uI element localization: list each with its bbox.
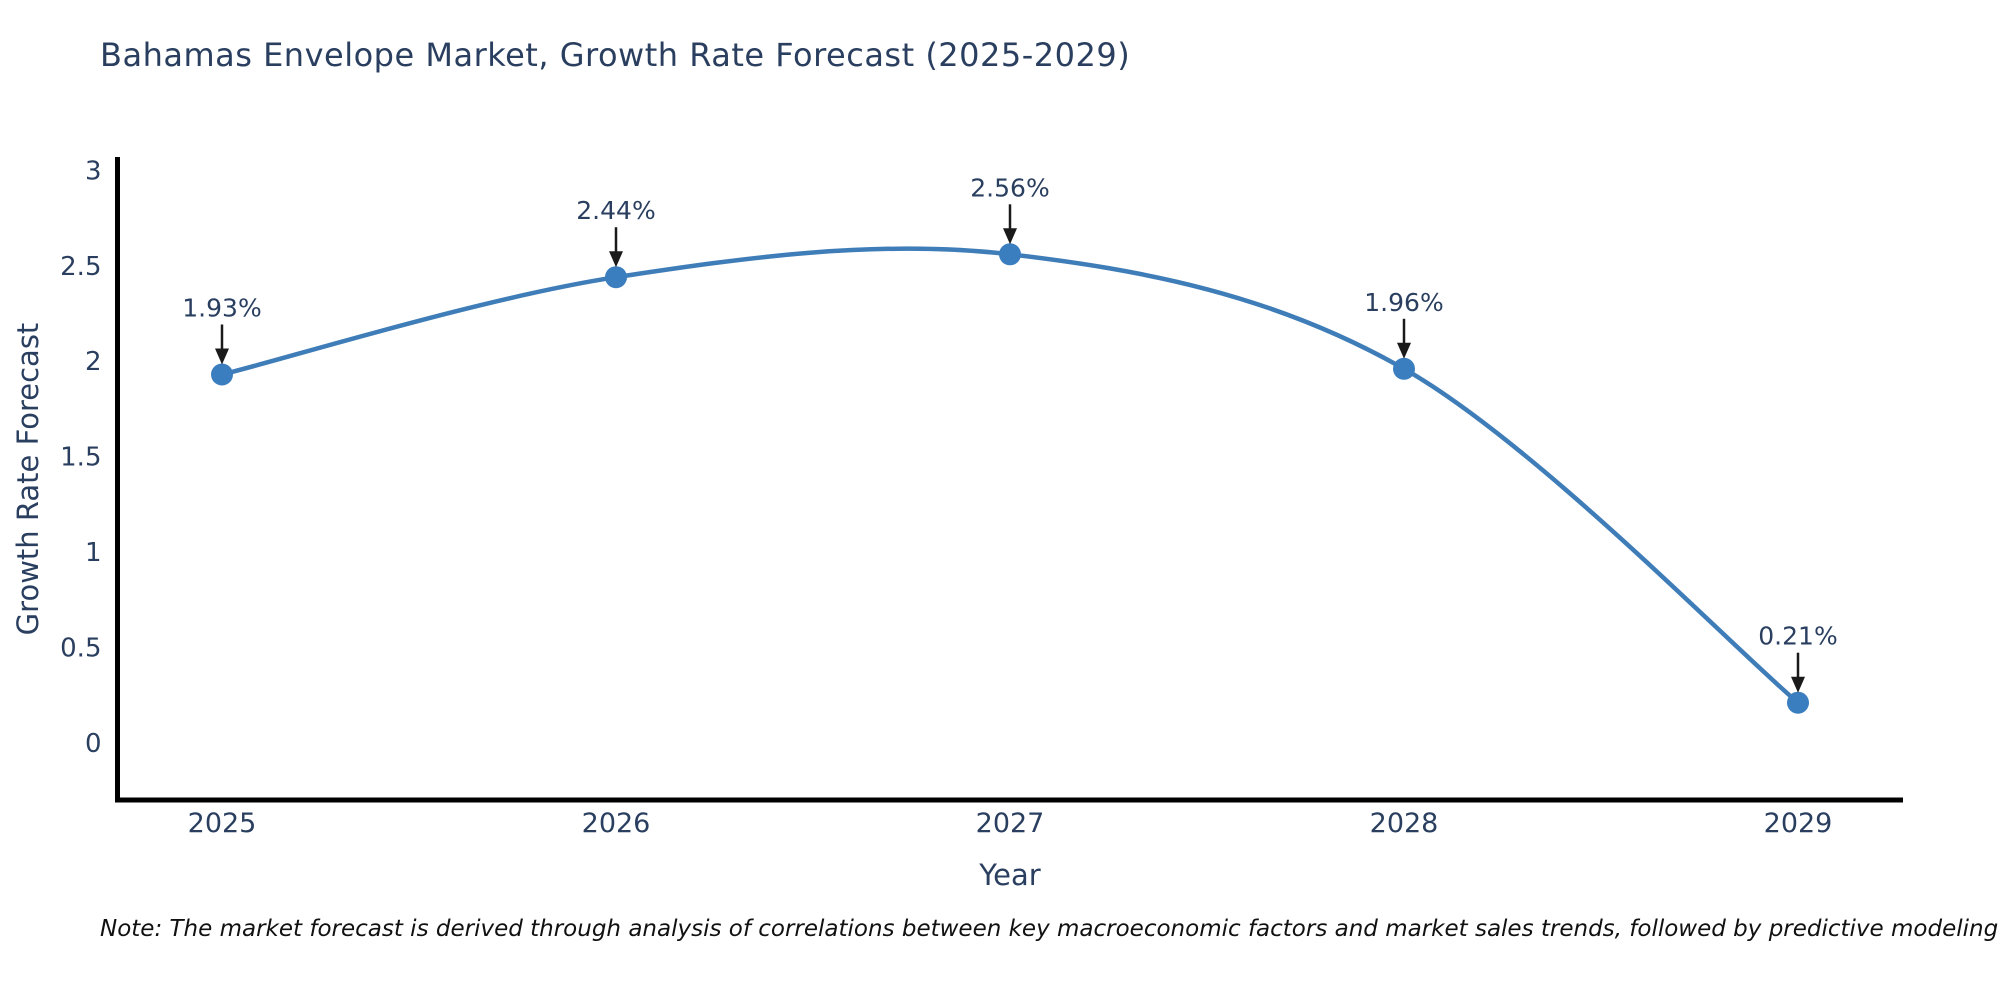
y-axis-title: Growth Rate Forecast	[11, 322, 45, 636]
data-point-label: 0.21%	[1758, 622, 1837, 651]
annotation-arrowhead-icon	[1397, 342, 1411, 359]
y-tick-label: 0	[85, 729, 102, 759]
data-point-marker[interactable]	[999, 243, 1021, 266]
data-point-marker[interactable]	[1393, 357, 1415, 380]
x-tick-label: 2026	[582, 808, 651, 839]
annotation-arrowhead-icon	[609, 251, 623, 268]
y-tick-label: 2	[85, 347, 102, 377]
annotation-arrowhead-icon	[1791, 676, 1805, 693]
data-point-marker[interactable]	[211, 363, 233, 386]
data-point-label: 2.56%	[970, 173, 1049, 202]
y-tick-label: 1.5	[60, 443, 101, 473]
data-point-marker[interactable]	[605, 266, 627, 289]
x-tick-label: 2027	[976, 808, 1045, 839]
data-point-label: 1.96%	[1364, 288, 1443, 317]
footnote: Note: The market forecast is derived thr…	[100, 916, 2000, 942]
y-tick-label: 0.5	[60, 633, 101, 663]
chart-title: Bahamas Envelope Market, Growth Rate For…	[100, 36, 1131, 74]
data-point-label: 2.44%	[576, 196, 655, 225]
forecast-spline-line	[219, 246, 1801, 705]
x-tick-label: 2025	[188, 808, 257, 839]
x-axis-title: Year	[979, 858, 1041, 892]
annotation-arrowhead-icon	[215, 348, 229, 365]
y-tick-label: 2.5	[60, 252, 101, 282]
data-point-label: 1.93%	[182, 294, 261, 323]
y-tick-label: 3	[85, 156, 102, 186]
y-tick-label: 1	[85, 538, 102, 568]
data-point-marker[interactable]	[1787, 691, 1809, 714]
annotation-arrowhead-icon	[1003, 228, 1017, 245]
x-tick-label: 2028	[1370, 808, 1439, 839]
x-tick-label: 2029	[1764, 808, 1833, 839]
